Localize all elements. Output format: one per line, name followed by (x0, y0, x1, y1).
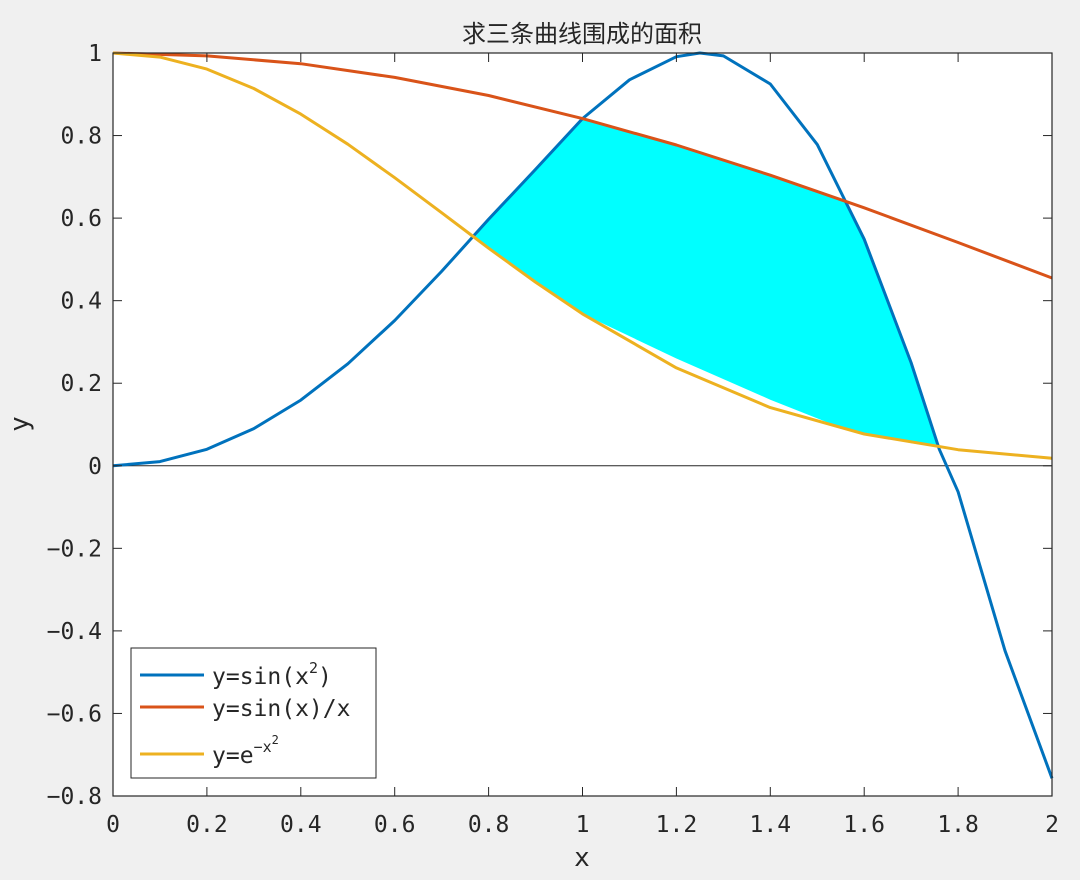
shaded-area (474, 118, 940, 448)
x-tick-label: 1.8 (937, 812, 979, 838)
x-tick-label: 0 (106, 812, 120, 838)
x-tick-label: 0.6 (374, 812, 416, 838)
series-line-1 (112, 51, 1054, 779)
y-tick-label: 1 (88, 41, 102, 67)
x-axis-label: x (574, 843, 590, 873)
legend-label-1: y=sin(x2) (212, 659, 332, 690)
y-axis-label: y (5, 416, 35, 432)
x-tick-label: 1.4 (750, 812, 792, 838)
y-tick-label: −0.6 (47, 701, 102, 727)
x-tick-label: 0.2 (186, 812, 228, 838)
y-tick-label: 0.6 (60, 206, 102, 232)
y-tick-label: −0.2 (47, 536, 102, 562)
x-tick-label: 1.2 (656, 812, 698, 838)
y-tick-label: 0.8 (60, 124, 102, 150)
x-tick-label: 0.8 (468, 812, 510, 838)
legend: y=sin(x2) y=sin(x)/x y=e−x2 (130, 647, 377, 779)
y-tick-label: −0.8 (47, 784, 102, 810)
series-layer (112, 51, 1054, 779)
chart-title: 求三条曲线围成的面积 (462, 20, 702, 48)
x-tick-label: 0.4 (280, 812, 322, 838)
series-line-2 (112, 51, 1053, 280)
y-tick-label: 0 (88, 454, 102, 480)
legend-label-2: y=sin(x)/x (212, 696, 350, 722)
shaded-region-layer (474, 118, 940, 448)
series-line-3 (112, 51, 1053, 460)
y-tick-label: −0.4 (47, 619, 102, 645)
y-tick-label: 0.2 (60, 371, 102, 397)
x-tick-label: 1.6 (843, 812, 885, 838)
legend-box (130, 647, 377, 779)
tick-layer: 0 0.2 0.4 0.6 0.8 1 1.2 1.4 1.6 1.8 2 1 0.8 0.6 0.4 0.2… (47, 41, 1059, 838)
y-tick-label: 0.4 (60, 289, 102, 315)
x-tick-label: 1 (576, 812, 590, 838)
legend-label-3: y=e−x2 (212, 733, 279, 769)
x-tick-label: 2 (1045, 812, 1059, 838)
